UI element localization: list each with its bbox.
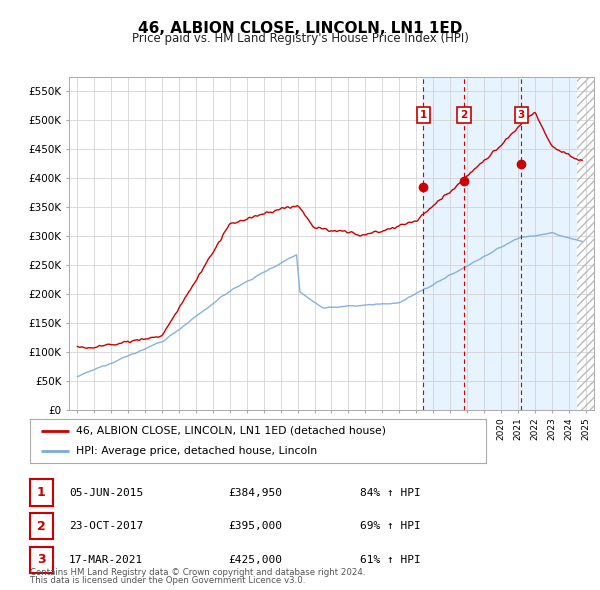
Text: Price paid vs. HM Land Registry's House Price Index (HPI): Price paid vs. HM Land Registry's House … <box>131 32 469 45</box>
Text: 1: 1 <box>420 110 427 120</box>
Text: This data is licensed under the Open Government Licence v3.0.: This data is licensed under the Open Gov… <box>30 576 305 585</box>
Text: £384,950: £384,950 <box>228 487 282 497</box>
Text: 46, ALBION CLOSE, LINCOLN, LN1 1ED (detached house): 46, ALBION CLOSE, LINCOLN, LN1 1ED (deta… <box>76 426 386 436</box>
Text: 23-OCT-2017: 23-OCT-2017 <box>69 521 143 531</box>
Text: 61% ↑ HPI: 61% ↑ HPI <box>360 555 421 565</box>
Text: 3: 3 <box>518 110 525 120</box>
Bar <box>577 77 594 410</box>
Text: 46, ALBION CLOSE, LINCOLN, LN1 1ED: 46, ALBION CLOSE, LINCOLN, LN1 1ED <box>138 21 462 35</box>
Text: 1: 1 <box>37 486 46 499</box>
Text: 69% ↑ HPI: 69% ↑ HPI <box>360 521 421 531</box>
Text: 17-MAR-2021: 17-MAR-2021 <box>69 555 143 565</box>
Text: 05-JUN-2015: 05-JUN-2015 <box>69 487 143 497</box>
Text: 2: 2 <box>37 520 46 533</box>
Text: Contains HM Land Registry data © Crown copyright and database right 2024.: Contains HM Land Registry data © Crown c… <box>30 568 365 577</box>
Bar <box>577 77 594 410</box>
Text: £395,000: £395,000 <box>228 521 282 531</box>
Text: HPI: Average price, detached house, Lincoln: HPI: Average price, detached house, Linc… <box>76 446 317 456</box>
Text: 84% ↑ HPI: 84% ↑ HPI <box>360 487 421 497</box>
Text: 2: 2 <box>460 110 467 120</box>
Bar <box>424 77 577 410</box>
Text: £425,000: £425,000 <box>228 555 282 565</box>
Text: 3: 3 <box>37 553 46 566</box>
